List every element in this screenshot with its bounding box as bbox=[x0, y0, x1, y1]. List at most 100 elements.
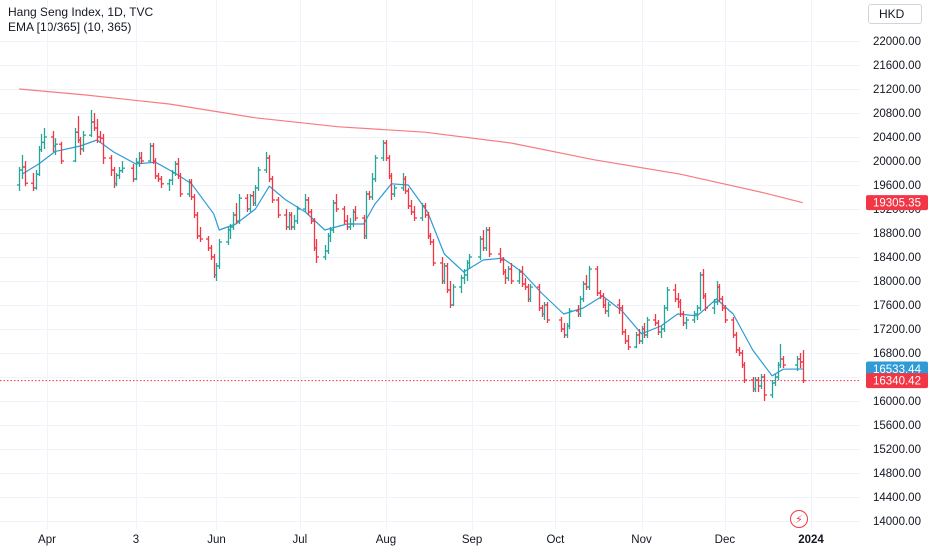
ohlc-bars bbox=[17, 110, 806, 401]
ohlc-bar bbox=[431, 239, 436, 266]
ohlc-bar bbox=[626, 335, 631, 350]
ohlc-bar bbox=[723, 305, 728, 323]
y-tick-label: 16000.00 bbox=[873, 396, 921, 408]
currency-button[interactable]: HKD bbox=[868, 4, 922, 24]
x-tick-label: Nov bbox=[631, 534, 652, 546]
symbol-title[interactable]: Hang Seng Index, 1D, TVC bbox=[8, 5, 154, 19]
ema-lines bbox=[19, 88, 803, 377]
ema-365-line bbox=[19, 88, 803, 204]
ohlc-bar bbox=[101, 134, 106, 164]
ohlc-bar bbox=[617, 299, 622, 314]
ohlc-bar bbox=[139, 152, 144, 164]
x-tick-label: Sep bbox=[462, 534, 482, 546]
ohlc-bar bbox=[623, 329, 628, 344]
ohlc-bar bbox=[587, 266, 592, 290]
y-tick-label: 20800.00 bbox=[873, 108, 921, 120]
y-tick-label: 18000.00 bbox=[873, 276, 921, 288]
price-label-text: 16340.42 bbox=[873, 376, 921, 388]
y-tick-label: 21600.00 bbox=[873, 60, 921, 72]
ohlc-bar bbox=[53, 138, 58, 155]
ohlc-bar bbox=[606, 302, 611, 317]
ohlc-bar bbox=[156, 173, 161, 182]
ohlc-bar bbox=[781, 356, 786, 368]
time-axis[interactable]: Apr 3 Jun Jul Aug Sep Oct Nov Dec 2024 bbox=[38, 534, 824, 546]
ohlc-bar bbox=[448, 281, 453, 308]
price-label-box bbox=[866, 373, 928, 389]
x-tick-label: Aug bbox=[376, 534, 396, 546]
x-tick-label: Jun bbox=[207, 534, 226, 546]
ohlc-bar bbox=[117, 167, 122, 179]
y-tick-label: 17600.00 bbox=[873, 300, 921, 312]
ohlc-bar bbox=[537, 284, 542, 311]
ohlc-bar bbox=[206, 236, 211, 251]
ohlc-bar bbox=[584, 275, 589, 290]
y-tick-label: 15600.00 bbox=[873, 420, 921, 432]
y-tick-label: 18800.00 bbox=[873, 228, 921, 240]
price-axis[interactable]: 14000.00 14400.00 14800.00 15200.00 15600.00… bbox=[873, 36, 921, 528]
y-tick-label: 20400.00 bbox=[873, 132, 921, 144]
ohlc-bar bbox=[314, 239, 319, 263]
ohlc-bar bbox=[665, 287, 670, 311]
ohlc-bar bbox=[695, 305, 700, 320]
y-tick-label: 17200.00 bbox=[873, 324, 921, 336]
x-tick-label: Dec bbox=[715, 534, 736, 546]
ohlc-bar bbox=[95, 119, 100, 143]
ohlc-bar bbox=[523, 278, 528, 290]
ohlc-bar bbox=[59, 141, 64, 164]
ohlc-bar bbox=[392, 185, 397, 197]
ohlc-bar bbox=[467, 254, 472, 269]
ohlc-bar bbox=[742, 362, 747, 383]
chart-legend: Hang Seng Index, 1D, TVC EMA [10/365] (1… bbox=[8, 5, 153, 35]
ohlc-bar bbox=[295, 206, 300, 224]
ohlc-bar bbox=[567, 308, 572, 329]
price-label-box bbox=[866, 195, 928, 211]
price-label-text: 19305.35 bbox=[873, 198, 921, 210]
x-tick-label: Oct bbox=[546, 534, 565, 546]
ohlc-bar bbox=[89, 110, 94, 137]
ohlc-bar bbox=[23, 161, 28, 187]
ohlc-bar bbox=[412, 206, 417, 221]
y-tick-label: 16800.00 bbox=[873, 348, 921, 360]
price-label-text: 16533.44 bbox=[873, 364, 922, 376]
ohlc-bar bbox=[684, 317, 689, 329]
ohlc-bar bbox=[545, 302, 550, 323]
ohlc-bar bbox=[798, 353, 803, 368]
ohlc-bar bbox=[528, 284, 533, 302]
x-tick-label: Jul bbox=[292, 534, 307, 546]
ohlc-bar bbox=[34, 170, 39, 190]
ohlc-bar bbox=[409, 200, 414, 215]
ohlc-bar bbox=[373, 155, 378, 182]
x-tick-label: 2024 bbox=[798, 534, 824, 546]
ohlc-bar bbox=[778, 344, 783, 368]
ohlc-bar bbox=[256, 167, 261, 191]
ohlc-bar bbox=[173, 161, 178, 176]
ohlc-bar bbox=[270, 176, 275, 203]
y-tick-label: 21200.00 bbox=[873, 84, 921, 96]
ohlc-bar bbox=[353, 206, 358, 221]
ohlc-bar bbox=[662, 305, 667, 332]
ohlc-bar bbox=[264, 152, 269, 173]
lightning-bolt-icon[interactable]: ⚡ bbox=[790, 510, 808, 528]
ohlc-bar bbox=[562, 323, 567, 338]
ohlc-bar bbox=[276, 197, 281, 218]
y-tick-label: 22000.00 bbox=[873, 36, 921, 48]
indicator-title[interactable]: EMA [10/365] (10, 365) bbox=[8, 20, 132, 34]
ohlc-bar bbox=[598, 290, 603, 299]
ohlc-bar bbox=[451, 284, 456, 307]
ohlc-bar bbox=[198, 227, 203, 242]
ohlc-bar bbox=[81, 131, 86, 152]
ohlc-bar bbox=[334, 194, 339, 212]
ohlc-bar bbox=[159, 176, 164, 188]
ohlc-bar bbox=[681, 311, 686, 326]
ohlc-bar bbox=[267, 155, 272, 182]
ohlc-bar bbox=[367, 191, 372, 200]
y-tick-label: 18400.00 bbox=[873, 252, 921, 264]
ohlc-bar bbox=[637, 329, 642, 344]
ohlc-bar bbox=[801, 350, 806, 383]
ohlc-bar bbox=[195, 212, 200, 239]
price-label-box bbox=[866, 361, 928, 377]
x-tick-label: Apr bbox=[38, 534, 56, 546]
ohlc-bar bbox=[645, 317, 650, 338]
ohlc-bar bbox=[109, 155, 114, 176]
